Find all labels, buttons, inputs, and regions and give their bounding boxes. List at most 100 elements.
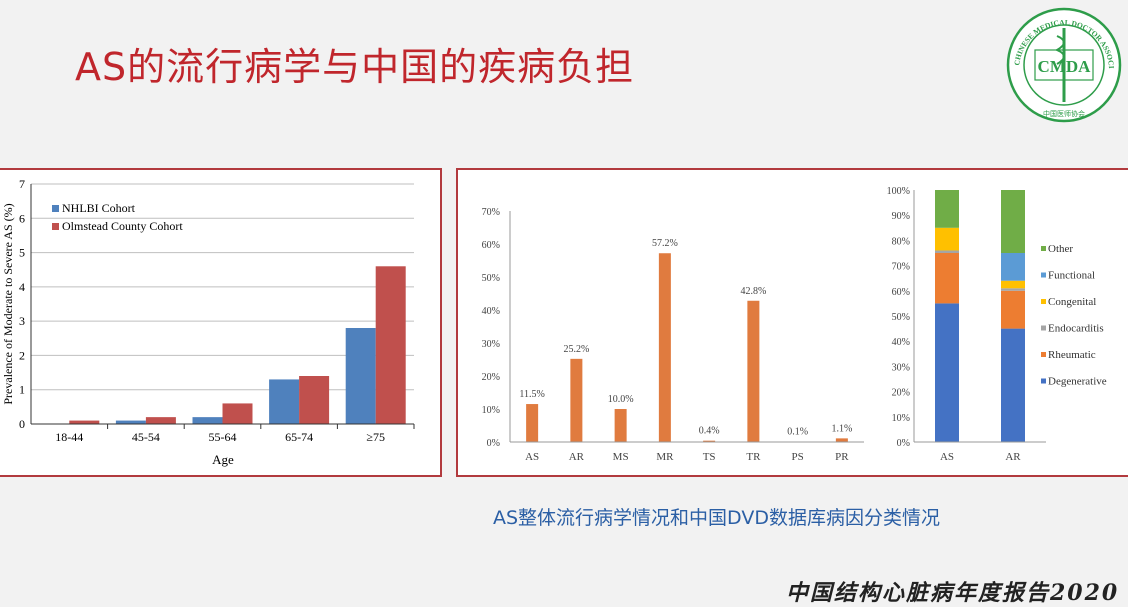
svg-text:CMDA: CMDA xyxy=(1038,57,1092,76)
legend-swatch xyxy=(1041,325,1046,331)
x-tick-label: PS xyxy=(792,451,804,463)
x-tick-label: ≥75 xyxy=(366,430,385,444)
x-tick-label: MR xyxy=(656,451,674,463)
y-tick-label: 20% xyxy=(892,388,910,399)
segment-congenital xyxy=(1001,280,1025,289)
y-tick-label: 0 xyxy=(19,417,25,431)
y-tick-label: 50% xyxy=(892,312,910,323)
y-tick-label: 30% xyxy=(892,362,910,373)
data-label: 57.2% xyxy=(652,238,678,249)
x-tick-label: 55-64 xyxy=(209,430,237,444)
bar-mr xyxy=(658,253,671,442)
etiology-stacked-chart: 0% 10% 20% 30% 40% 50% 60% 70% 80% 90% 100% AS AR O… xyxy=(887,186,1107,463)
y-tick-label: 10% xyxy=(482,405,500,416)
y-tick-label: 2 xyxy=(19,348,25,362)
data-label: 1.1% xyxy=(831,423,852,434)
x-tick-label: 45-54 xyxy=(132,430,160,444)
y-axis-label: Prevalence of Moderate to Severe AS (%) xyxy=(1,203,15,404)
legend-label: Congenital xyxy=(1048,296,1096,308)
y-tick-label: 0% xyxy=(487,438,500,449)
x-tick-label: 65-74 xyxy=(285,430,313,444)
chart-caption: AS整体流行病学情况和中国DVD数据库病因分类情况 xyxy=(493,507,940,529)
y-tick-label: 70% xyxy=(482,207,500,218)
bar-pr xyxy=(835,438,848,442)
segment-functional xyxy=(1001,253,1025,281)
segment-other xyxy=(935,190,959,228)
bar-nhlbi xyxy=(115,420,146,424)
y-tick-label: 20% xyxy=(482,372,500,383)
x-tick-label: AR xyxy=(569,451,585,463)
segment-degenerative xyxy=(1001,328,1025,442)
segment-rheumatic xyxy=(1001,290,1025,329)
y-tick-label: 0% xyxy=(897,438,910,449)
segment-congenital xyxy=(935,227,959,251)
y-tick-label: 4 xyxy=(19,280,25,294)
bar-nhlbi xyxy=(269,379,300,424)
slide-title: AS的流行病学与中国的疾病负担 xyxy=(75,45,635,89)
legend-label: Degenerative xyxy=(1048,376,1107,388)
y-tick-label: 90% xyxy=(892,211,910,222)
y-tick-label: 3 xyxy=(19,314,25,328)
y-tick-label: 6 xyxy=(19,211,25,225)
bar-tr xyxy=(747,300,760,442)
x-tick-label: PR xyxy=(835,451,849,463)
data-label: 0.4% xyxy=(699,426,720,437)
y-tick-label: 7 xyxy=(19,177,25,191)
prevalence-chart-panel: 0 1 2 3 4 5 6 7 18-44 45-54 55-64 65-74 ≥75 Age Pre… xyxy=(0,168,442,477)
legend-swatch xyxy=(1041,299,1046,304)
legend-swatch-nhlbi xyxy=(52,205,59,212)
y-tick-label: 40% xyxy=(892,337,910,348)
bar-olmstead xyxy=(69,420,100,424)
segment-rheumatic xyxy=(935,253,959,304)
y-tick-label: 1 xyxy=(19,383,25,397)
y-tick-label: 40% xyxy=(482,306,500,317)
legend: NHLBI Cohort Olmstead County Cohort xyxy=(52,201,183,233)
y-tick-label: 60% xyxy=(892,287,910,298)
bar-olmstead xyxy=(299,376,330,424)
y-tick-label: 50% xyxy=(482,273,500,284)
legend-swatch xyxy=(1041,378,1046,384)
prevalence-chart: 0 1 2 3 4 5 6 7 18-44 45-54 55-64 65-74 ≥75 Age Pre… xyxy=(1,177,415,467)
data-label: 11.5% xyxy=(519,389,544,400)
x-tick-label: TS xyxy=(703,451,716,463)
bar-ar xyxy=(570,358,583,442)
legend-label: Rheumatic xyxy=(1048,349,1096,361)
segment-endocarditis xyxy=(1001,288,1025,291)
y-tick-label: 5 xyxy=(19,246,25,260)
footer-report-title: 中国结构心脏病年度报告2020 xyxy=(786,580,1120,606)
x-tick-label: AS xyxy=(525,451,539,463)
bar-olmstead xyxy=(375,266,406,424)
x-axis-label: Age xyxy=(212,452,234,467)
valve-distribution-chart: 0% 10% 20% 30% 40% 50% 60% 70% AS AR MS MR TS TR PS PR… xyxy=(482,207,864,463)
data-label: 10.0% xyxy=(608,394,634,405)
legend-label-olmstead: Olmstead County Cohort xyxy=(62,219,183,233)
x-tick-label: MS xyxy=(613,451,629,463)
y-tick-label: 10% xyxy=(892,413,910,424)
china-dvd-panel: 0% 10% 20% 30% 40% 50% 60% 70% AS AR MS MR TS TR PS PR… xyxy=(456,168,1128,477)
bar-nhlbi xyxy=(192,417,223,424)
x-tick-label: 18-44 xyxy=(55,430,83,444)
legend-swatch xyxy=(1041,246,1046,251)
y-tick-label: 100% xyxy=(887,186,910,197)
bar-nhlbi xyxy=(345,328,376,424)
legend-label: Functional xyxy=(1048,270,1095,282)
legend-swatch xyxy=(1041,272,1046,278)
bar-as xyxy=(526,404,539,442)
segment-other xyxy=(1001,190,1025,253)
data-label: 0.1% xyxy=(787,427,808,438)
bar-ms xyxy=(614,409,627,442)
legend-label: Other xyxy=(1048,243,1073,255)
segment-degenerative xyxy=(935,303,959,442)
legend-label-nhlbi: NHLBI Cohort xyxy=(62,201,136,215)
bar-olmstead xyxy=(145,417,176,424)
x-tick-label: AR xyxy=(1005,451,1021,463)
bar-olmstead xyxy=(222,403,253,424)
data-label: 25.2% xyxy=(563,344,589,355)
cmda-logo: CHINESE MEDICAL DOCTOR ASSOCIATION CMDA … xyxy=(1005,6,1122,123)
legend-swatch-olmstead xyxy=(52,223,59,230)
y-tick-label: 80% xyxy=(892,236,910,247)
legend-label: Endocarditis xyxy=(1048,323,1104,335)
y-tick-label: 70% xyxy=(892,262,910,273)
data-label: 42.8% xyxy=(740,286,766,297)
bar-ts xyxy=(703,440,716,442)
